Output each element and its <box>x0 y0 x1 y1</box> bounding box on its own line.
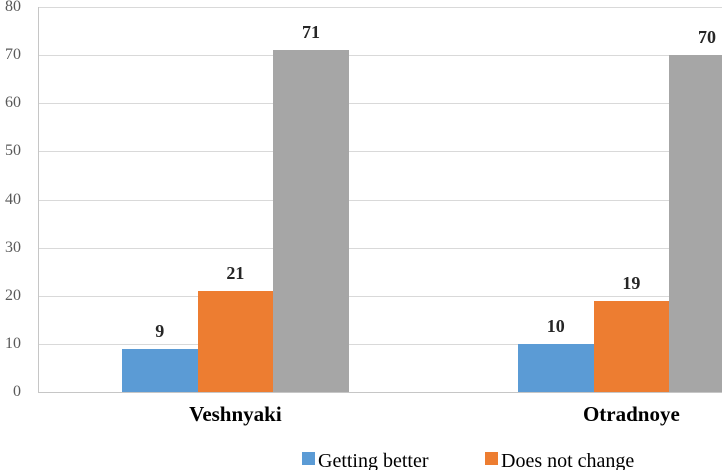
y-tick-label-50: 50 <box>5 142 21 160</box>
y-tick-label-0: 0 <box>13 383 21 400</box>
legend-swatch-getting-better <box>302 452 315 465</box>
bar-getting-better-otradnoye <box>518 343 594 392</box>
category-label-otradnoye: Otradnoye <box>582 402 680 426</box>
data-label-series-3-veshnyaki: 71 <box>302 22 320 43</box>
y-gridline-30 <box>37 247 722 249</box>
bar-series-3-otradnoye <box>669 55 722 392</box>
y-gridline-20 <box>37 295 722 297</box>
y-tick-label-10: 10 <box>5 334 21 352</box>
category-label-veshnyaki: Veshnyaki <box>189 402 282 426</box>
y-tick-label-40: 40 <box>5 190 21 208</box>
legend-swatch-does-not-change <box>485 452 498 465</box>
y-gridline-50 <box>37 151 722 153</box>
x-axis-line <box>37 392 722 393</box>
y-axis-line <box>37 7 39 392</box>
bar-does-not-change-veshnyaki <box>197 290 274 392</box>
data-label-does-not-change-otradnoye: 19 <box>622 272 641 293</box>
y-tick-label-70: 70 <box>5 46 21 64</box>
y-tick-label-20: 20 <box>5 286 21 304</box>
y-gridline-10 <box>37 343 722 345</box>
y-tick-label-30: 30 <box>5 238 21 256</box>
y-gridline-60 <box>37 103 722 105</box>
y-gridline-70 <box>37 55 722 57</box>
y-gridline-40 <box>37 199 722 201</box>
y-tick-label-60: 60 <box>5 94 21 112</box>
bar-does-not-change-otradnoye <box>593 300 670 392</box>
data-label-getting-better-otradnoye: 10 <box>546 315 565 336</box>
data-label-series-3-otradnoye: 70 <box>698 27 716 48</box>
legend-label-getting-better: Getting better <box>318 450 429 470</box>
bar-getting-better-veshnyaki <box>122 348 198 392</box>
y-gridline-80 <box>37 7 722 8</box>
legend-label-does-not-change: Does not change <box>501 450 635 470</box>
data-label-does-not-change-veshnyaki: 21 <box>226 262 245 283</box>
data-label-getting-better-veshnyaki: 9 <box>155 320 165 341</box>
y-tick-label-80: 80 <box>5 0 21 15</box>
bar-series-3-veshnyaki <box>273 50 349 392</box>
